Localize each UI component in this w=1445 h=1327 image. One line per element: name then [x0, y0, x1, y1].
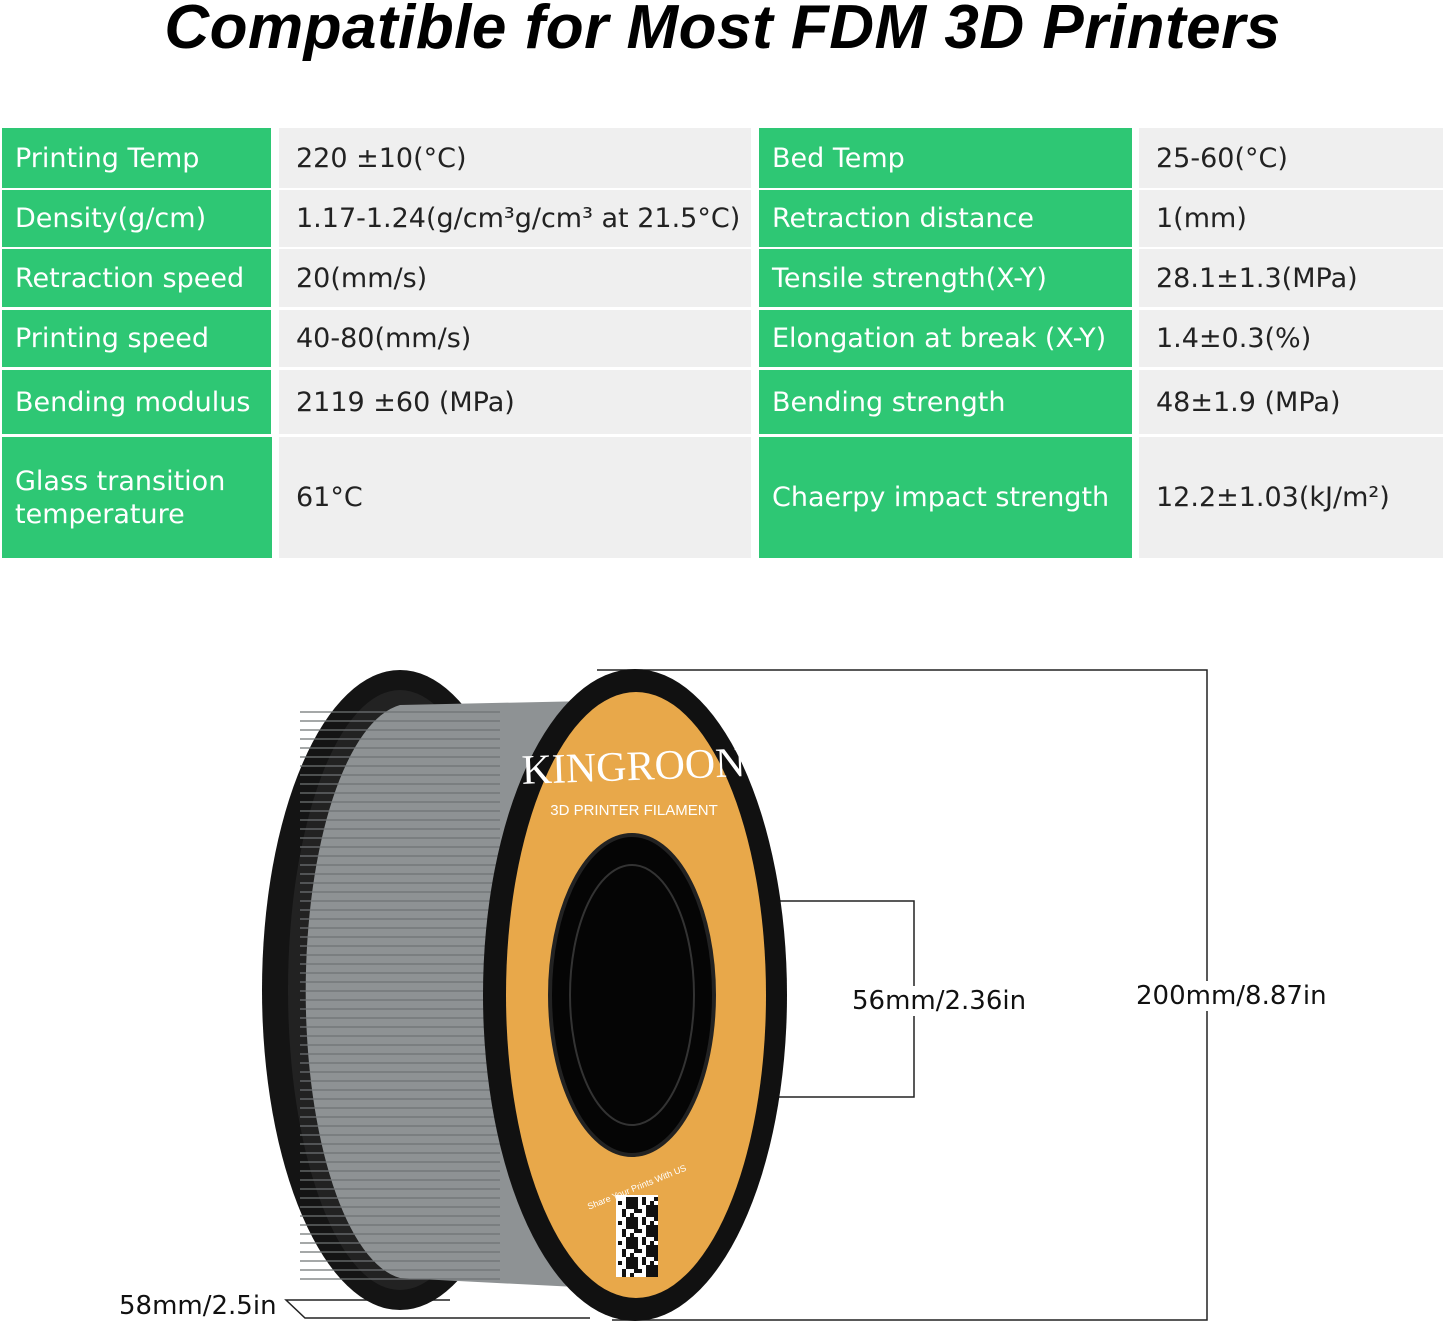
- spec-value: 48±1.9 (MPa): [1139, 370, 1443, 434]
- spec-label: Tensile strength(X-Y): [759, 249, 1132, 307]
- spec-value: 61°C: [279, 437, 751, 558]
- width-bracket: [284, 1299, 590, 1319]
- spec-label: Bending strength: [759, 370, 1132, 434]
- spec-label: Bending modulus: [2, 370, 271, 434]
- spec-value: 40-80(mm/s): [279, 310, 751, 367]
- spec-value: 1(mm): [1139, 190, 1443, 247]
- hole-dimension-label: 56mm/2.36in: [852, 986, 1027, 1016]
- spec-value: 12.2±1.03(kJ/m²): [1139, 437, 1443, 558]
- spec-label: Glass transition temperature: [2, 437, 232, 558]
- spec-label: Elongation at break (X-Y): [759, 310, 1132, 367]
- spec-value: 220 ±10(°C): [279, 128, 751, 188]
- spec-label: Retraction distance: [759, 190, 1132, 247]
- diameter-dimension-label: 200mm/8.87in: [1136, 981, 1327, 1011]
- spool-brand: KINGROON: [521, 740, 746, 794]
- spec-label: Bed Temp: [759, 128, 1132, 188]
- spool-subtitle: 3D PRINTER FILAMENT: [550, 802, 718, 819]
- spec-value: 28.1±1.3(MPa): [1139, 249, 1443, 307]
- spec-label: Printing speed: [2, 310, 271, 367]
- spec-value: 2119 ±60 (MPa): [279, 370, 751, 434]
- spec-value: 25-60(°C): [1139, 128, 1443, 188]
- page-title: Compatible for Most FDM 3D Printers: [164, 0, 1281, 62]
- spec-label: Printing Temp: [2, 128, 271, 188]
- spec-value: 20(mm/s): [279, 249, 751, 307]
- spec-label: Chaerpy impact strength: [759, 437, 1132, 558]
- spool-hole: [548, 833, 716, 1157]
- spec-value: 1.4±0.3(%): [1139, 310, 1443, 367]
- spec-label: Retraction speed: [2, 249, 271, 307]
- width-dimension-label: 58mm/2.5in: [119, 1291, 277, 1321]
- spec-label: Density(g/cm): [2, 190, 271, 247]
- qr-code: [616, 1195, 658, 1277]
- spec-value: 1.17-1.24(g/cm³g/cm³ at 21.5°C): [279, 190, 751, 247]
